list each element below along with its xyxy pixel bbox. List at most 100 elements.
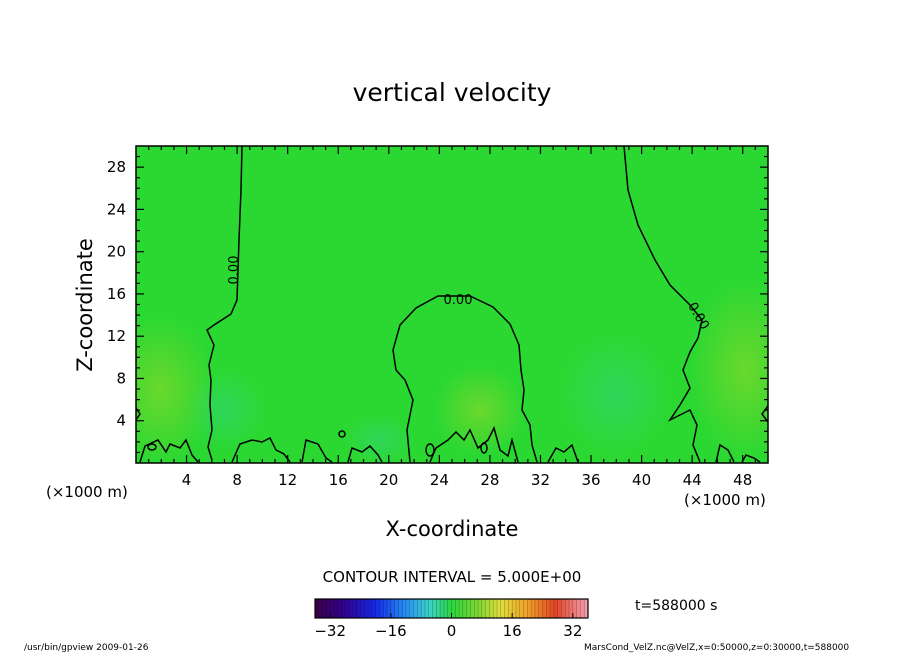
x-tick-label: 44 bbox=[683, 471, 702, 489]
colorbar-tick-label: 0 bbox=[447, 622, 457, 640]
colorbar-swatch bbox=[315, 599, 320, 618]
colorbar-swatch bbox=[512, 599, 517, 618]
colorbar-swatch bbox=[500, 599, 506, 618]
colorbar-swatch bbox=[569, 599, 574, 618]
colorbar-swatch bbox=[428, 599, 434, 618]
colorbar-swatch bbox=[406, 599, 411, 618]
colorbar-swatch bbox=[349, 599, 354, 618]
y-tick-label: 12 bbox=[107, 327, 126, 345]
colorbar-swatch bbox=[394, 599, 399, 618]
colorbar-swatch bbox=[318, 599, 324, 618]
colorbar-swatch bbox=[337, 599, 343, 618]
colorbar-swatch bbox=[330, 599, 335, 618]
colorbar-swatch bbox=[421, 599, 426, 618]
x-axis: 4 8 12 16 20 24 28 32 36 40 44 48 bbox=[148, 146, 756, 489]
contour-right bbox=[623, 146, 703, 463]
footer-right: MarsCond_VelZ.nc@VelZ,x=0:50000,z=0:3000… bbox=[584, 643, 849, 653]
colorbar-swatch bbox=[375, 599, 380, 618]
colorbar-swatch bbox=[322, 599, 327, 618]
colorbar-swatch bbox=[504, 599, 509, 618]
colorbar-swatch bbox=[489, 599, 494, 618]
colorbar-swatch bbox=[572, 599, 578, 618]
colorbar-swatch bbox=[402, 599, 407, 618]
colorbar-swatch bbox=[519, 599, 525, 618]
colorbar-swatch bbox=[345, 599, 350, 618]
x-tick-label: 48 bbox=[733, 471, 752, 489]
colorbar-swatch bbox=[413, 599, 418, 618]
colorbar-swatch bbox=[557, 599, 562, 618]
y-tick-label: 8 bbox=[116, 369, 126, 387]
y-tick-label: 28 bbox=[107, 158, 126, 176]
contour-interval-text: CONTOUR INTERVAL = 5.000E+00 bbox=[323, 568, 582, 586]
contour-bottom-noise bbox=[139, 425, 761, 463]
colorbar-swatch bbox=[584, 599, 589, 618]
colorbar-tick-label: 32 bbox=[563, 622, 582, 640]
colorbar-swatch bbox=[424, 599, 430, 618]
x-tick-label: 16 bbox=[329, 471, 348, 489]
colorbar-swatch bbox=[371, 599, 377, 618]
colorbar-swatch bbox=[470, 599, 475, 618]
x-tick-label: 4 bbox=[182, 471, 192, 489]
colorbar-swatch bbox=[546, 599, 551, 618]
plot-area: 0.00 0.00 0.00 bbox=[135, 145, 769, 464]
colorbar-swatch bbox=[459, 599, 464, 618]
x-unit-right: (×1000 m) bbox=[684, 491, 766, 509]
colorbar-swatch bbox=[398, 599, 403, 618]
colorbar-swatch bbox=[417, 599, 422, 618]
colorbar-swatch bbox=[440, 599, 445, 618]
colorbar-swatch bbox=[390, 599, 396, 618]
colorbar-tick-label: 16 bbox=[503, 622, 522, 640]
colorbar-swatch bbox=[527, 599, 532, 618]
colorbar-swatch bbox=[466, 599, 471, 618]
x-tick-label: 36 bbox=[581, 471, 600, 489]
chart-title: vertical velocity bbox=[353, 78, 552, 107]
colorbar-swatch bbox=[360, 599, 365, 618]
colorbar-swatch bbox=[523, 599, 528, 618]
colorbar-swatch bbox=[364, 599, 369, 618]
y-tick-label: 16 bbox=[107, 285, 126, 303]
contour-label: 0.00 bbox=[227, 256, 242, 285]
colorbar-swatch bbox=[481, 599, 487, 618]
colorbar-swatch bbox=[538, 599, 543, 618]
colorbar-swatch bbox=[534, 599, 540, 618]
x-tick-label: 28 bbox=[480, 471, 499, 489]
colorbar-swatch bbox=[497, 599, 502, 618]
colorbar-swatch bbox=[580, 599, 585, 618]
colorbar-swatch bbox=[515, 599, 521, 618]
colorbar-swatch bbox=[387, 599, 392, 618]
colorbar-swatch bbox=[356, 599, 361, 618]
colorbar-swatch bbox=[478, 599, 483, 618]
colorbar-tick-label: −32 bbox=[314, 622, 346, 640]
x-tick-label: 40 bbox=[632, 471, 651, 489]
x-tick-label: 32 bbox=[531, 471, 550, 489]
colorbar-swatch bbox=[550, 599, 555, 618]
colorbar-swatch bbox=[542, 599, 547, 618]
y-tick-label: 24 bbox=[107, 200, 126, 218]
colorbar-swatch bbox=[493, 599, 498, 618]
colorbar-swatch bbox=[455, 599, 460, 618]
contour-center bbox=[392, 295, 538, 463]
colorbar-swatch bbox=[333, 599, 339, 618]
contour-left bbox=[206, 146, 243, 461]
colorbar-swatch bbox=[443, 599, 449, 618]
x-tick-label: 12 bbox=[278, 471, 297, 489]
y-axis: 4 8 12 16 20 24 28 bbox=[107, 155, 768, 454]
colorbar-swatch bbox=[409, 599, 415, 618]
contour-label: 0.00 bbox=[444, 293, 473, 308]
colorbar-swatch bbox=[326, 599, 331, 618]
y-tick-label: 20 bbox=[107, 243, 126, 261]
colorbar-swatch bbox=[383, 599, 388, 618]
footer-left: /usr/bin/gpview 2009-01-26 bbox=[24, 643, 149, 653]
colorbar-swatch bbox=[447, 599, 452, 618]
colorbar-swatch bbox=[352, 599, 358, 618]
colorbar: −32 −16 0 16 32 bbox=[314, 598, 589, 640]
time-readout: t=588000 s bbox=[635, 598, 717, 614]
colorbar-swatch bbox=[368, 599, 373, 618]
y-axis-label: Z-coordinate bbox=[73, 238, 97, 372]
colorbar-swatch bbox=[436, 599, 441, 618]
y-tick-label: 4 bbox=[116, 412, 126, 430]
colorbar-swatch bbox=[553, 599, 559, 618]
contour-lines bbox=[136, 146, 768, 463]
colorbar-swatch bbox=[485, 599, 490, 618]
